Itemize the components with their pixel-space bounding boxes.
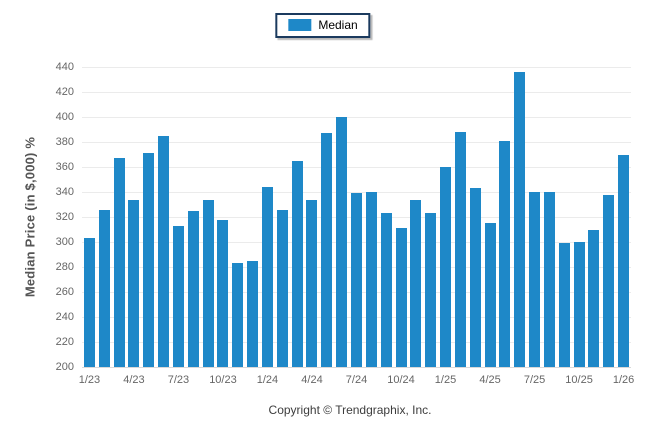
- gridline-400: [82, 117, 631, 118]
- bar-1/26: [618, 154, 630, 367]
- bar-6/23: [158, 135, 170, 367]
- gridline-200: [82, 367, 631, 368]
- copyright-text: Copyright © Trendgraphix, Inc.: [268, 403, 432, 417]
- legend: Median: [275, 13, 371, 38]
- y-tick-label-420: 420: [55, 86, 74, 98]
- bar-3/24: [291, 160, 303, 367]
- bar-4/23: [128, 199, 140, 367]
- y-axis-title: Median Price (in $,000) %: [22, 136, 38, 298]
- bar-1/24: [261, 187, 273, 367]
- y-tick-label-300: 300: [55, 236, 74, 248]
- bar-2/25: [454, 132, 466, 367]
- bar-7/25: [529, 192, 541, 367]
- y-tick-label-380: 380: [55, 136, 74, 148]
- x-tick-label-10/25: 10/25: [565, 374, 593, 386]
- bar-8/24: [365, 192, 377, 367]
- bar-6/24: [336, 117, 348, 367]
- y-tick-label-400: 400: [55, 111, 74, 123]
- bar-10/25: [573, 242, 585, 367]
- bar-11/23: [232, 263, 244, 367]
- bar-4/24: [306, 199, 318, 367]
- x-tick-label-7/24: 7/24: [345, 374, 368, 386]
- x-tick-label-1/23: 1/23: [78, 374, 101, 386]
- gridline-440: [82, 67, 631, 68]
- bar-12/24: [425, 213, 437, 367]
- bar-2/23: [98, 209, 110, 367]
- bar-6/25: [514, 72, 526, 367]
- bar-1/23: [83, 238, 95, 367]
- y-tick-label-220: 220: [55, 336, 74, 348]
- y-tick-label-360: 360: [55, 161, 74, 173]
- bar-5/23: [143, 153, 155, 367]
- x-tick-label-7/23: 7/23: [167, 374, 190, 386]
- bar-7/24: [351, 193, 362, 367]
- y-tick-label-200: 200: [55, 361, 74, 373]
- bar-7/23: [172, 225, 184, 367]
- gridline-380: [82, 142, 631, 143]
- x-tick-label-7/25: 7/25: [523, 374, 546, 386]
- bar-10/24: [395, 228, 407, 367]
- bar-5/25: [499, 140, 511, 367]
- y-tick-label-240: 240: [55, 311, 74, 323]
- bar-11/25: [588, 229, 600, 367]
- bar-9/25: [558, 243, 570, 367]
- legend-swatch-median: [288, 19, 312, 31]
- x-tick-label-4/23: 4/23: [123, 374, 145, 386]
- y-tick-label-440: 440: [55, 61, 74, 73]
- bar-8/25: [543, 192, 555, 367]
- bar-1/25: [440, 167, 452, 367]
- bar-3/23: [113, 158, 125, 367]
- y-tick-label-260: 260: [55, 286, 74, 298]
- y-tick-label-320: 320: [55, 211, 74, 223]
- bar-5/24: [321, 133, 333, 367]
- bar-11/24: [410, 199, 422, 367]
- x-tick-label-10/24: 10/24: [387, 374, 415, 386]
- legend-label-median: Median: [318, 18, 358, 32]
- x-tick-label-1/26: 1/26: [612, 374, 635, 386]
- bar-3/25: [469, 188, 481, 367]
- x-tick-label-10/23: 10/23: [209, 374, 237, 386]
- bar-9/23: [202, 199, 214, 367]
- bar-8/23: [187, 210, 199, 367]
- bar-10/23: [217, 219, 229, 367]
- x-tick-label-4/24: 4/24: [301, 374, 323, 386]
- bar-9/24: [380, 213, 392, 367]
- bar-12/23: [247, 260, 259, 367]
- gridline-340: [82, 192, 631, 193]
- x-tick-label-1/24: 1/24: [256, 374, 279, 386]
- gridline-360: [82, 167, 631, 168]
- plot-area: [82, 67, 631, 368]
- x-tick-label-4/25: 4/25: [479, 374, 501, 386]
- bar-12/25: [603, 194, 615, 367]
- x-tick-label-1/25: 1/25: [434, 374, 457, 386]
- bar-2/24: [276, 209, 288, 367]
- bar-4/25: [484, 223, 496, 367]
- y-tick-label-340: 340: [55, 186, 74, 198]
- y-tick-label-280: 280: [55, 261, 74, 273]
- gridline-420: [82, 92, 631, 93]
